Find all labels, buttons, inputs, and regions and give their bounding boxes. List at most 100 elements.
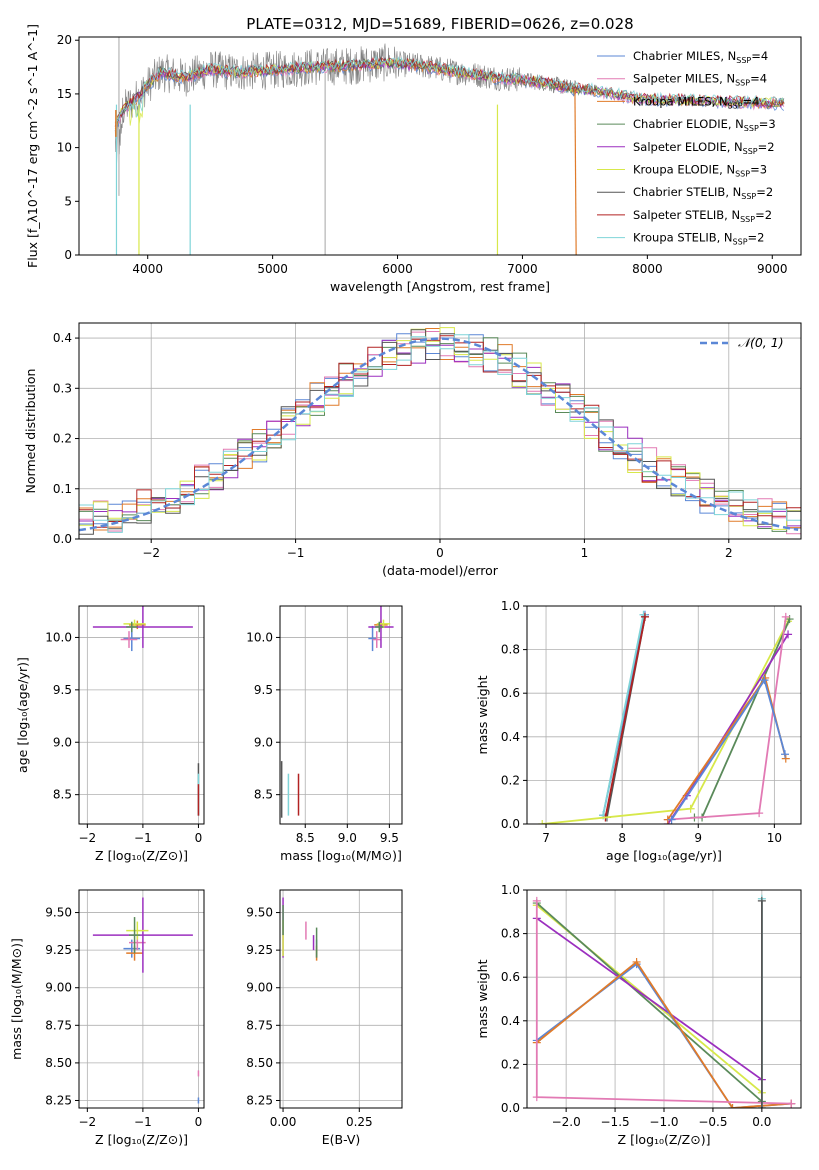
panel-residuals: −2 −1 0 1 2 0.0 0.1 0.2 0.3 0.4 (data-model)/error… [23,322,802,578]
series-marker [781,754,790,763]
xtick-label: 8.5 [296,831,315,845]
y-axis-label: mass [log₁₀(M/M⊙)] [9,938,24,1060]
series-marker [632,957,641,966]
axes-frame [279,889,403,1109]
ytick-label: 0.8 [501,927,520,941]
series-marker [640,612,649,621]
legend-entry: Kroupa MILES, NSSP=4 [633,94,759,110]
legend-entry: Kroupa STELIB, NSSP=2 [633,231,764,247]
ytick-label: 0.2 [501,1057,520,1071]
ytick-label: 9.00 [45,981,72,995]
normal-curve [79,337,799,532]
ytick-label: 10.0 [45,630,72,644]
plot-area [92,606,200,816]
xtick-label: 8 [618,831,626,845]
series-marker [728,1104,737,1108]
series-marker [757,896,766,905]
plot-area [532,894,796,1108]
series-line [602,614,645,816]
y-axis-label: age [log₁₀(age/yr)] [15,657,30,773]
series-marker [757,1104,766,1108]
legend-entry: Chabrier MILES, NSSP=4 [633,49,768,65]
series-marker [781,612,790,621]
panel-massweight-vs-age: 7 8 9 10 0.0 0.2 0.4 0.6 0.8 1.0 age [log₁₀(age/yr… [475,599,802,863]
xtick-label: 9 [694,831,702,845]
error-point [368,625,377,652]
ytick-label: 9.00 [246,981,273,995]
ytick-label: 0.6 [501,970,520,984]
ytick-label: 9.5 [53,683,72,697]
xtick-label: 0.25 [346,1115,373,1129]
xtick-label: −1.0 [649,1115,678,1129]
series-line [604,616,646,818]
xtick-label: 7 [542,831,550,845]
xtick-label: −1.5 [601,1115,630,1129]
legend-entry: Salpeter MILES, NSSP=4 [633,72,767,88]
xtick-label: 0.00 [270,1115,297,1129]
xtick-label: −1 [134,1115,152,1129]
xtick-label: 4000 [132,262,163,276]
ytick-label: 8.5 [53,788,72,802]
series-line [536,917,763,1081]
xtick-label: 10 [767,831,782,845]
x-axis-label: Z [log₁₀(Z/Z⊙)] [618,1132,711,1147]
series-line [667,616,787,821]
ytick-label: 0.4 [53,331,72,345]
model-spectrum-kroupa-elodie [114,57,785,126]
ytick-label: 0.0 [501,1101,520,1115]
ytick-label: 1.0 [501,599,520,613]
series-marker [760,676,769,685]
ytick-label: 15 [57,87,72,101]
xtick-label: −2 [142,546,160,560]
xtick-label: 1 [581,546,589,560]
series-marker [639,610,648,619]
error-point [375,621,384,633]
ytick-label: 9.25 [45,943,72,957]
series-marker [538,820,547,824]
series-marker [532,896,541,905]
ytick-label: 0.0 [501,817,520,831]
ytick-label: 9.5 [254,683,273,697]
error-point [92,606,193,648]
panel-age-vs-Z: −2 −1 0 8.5 9.0 9.5 10.0 Z [log₁₀(Z/Z⊙)] age [lo… [15,605,205,863]
xtick-label: −2.0 [552,1115,581,1129]
series-marker [781,750,790,759]
histogram-kroupa-stelib [79,334,801,533]
error-point [120,631,138,648]
ytick-label: 9.0 [53,735,72,749]
axes-frame [78,605,205,825]
ytick-label: 9.50 [246,906,273,920]
y-axis-label: Flux [f_λ10^-17 erg cm^-2 s^-1 A^-1] [25,24,40,268]
ytick-label: 9.50 [45,906,72,920]
xtick-label: −0.5 [698,1115,727,1129]
xtick-label: 0.0 [752,1115,771,1129]
series-marker [787,1099,796,1108]
x-axis-label: E(B-V) [322,1132,361,1147]
panel-mass-vs-ebv: 0.00 0.25 8.25 8.50 8.75 9.00 9.25 9.50 E(B-V) [246,889,403,1147]
xtick-label: 6000 [382,262,413,276]
ytick-label: 8.75 [246,1018,273,1032]
plot-area [114,37,785,255]
ytick-label: 0.1 [53,482,72,496]
xtick-label: 0 [436,546,444,560]
ytick-label: 0 [64,248,72,262]
error-point [126,621,138,633]
axes-frame [78,36,802,256]
legend: 𝒩(0, 1) [700,335,784,350]
series-marker [785,615,794,624]
ytick-label: 0.4 [501,730,520,744]
panel-mass-vs-Z: −2 −1 0 8.25 8.50 8.75 9.00 9.25 9.50 Z [log₁₀(Z/… [9,889,205,1147]
panel-age-vs-mass: 8.5 9.0 9.5 8.5 9.0 9.5 10.0 mass [log₁₀(M/M⊙)] [246,605,403,863]
x-axis-label: wavelength [Angstrom, rest frame] [330,279,550,294]
ytick-label: 8.50 [45,1056,72,1070]
panel-spectrum: 4000 5000 6000 7000 8000 9000 0 5 10 15 20 waveleng… [25,15,802,294]
xtick-label: 7000 [507,262,538,276]
legend-entry: Salpeter ELODIE, NSSP=2 [633,140,775,156]
x-axis-label: Z [log₁₀(Z/Z⊙)] [95,1132,188,1147]
error-point [129,917,141,954]
ytick-label: 8.50 [246,1056,273,1070]
plot-area [280,606,394,818]
xtick-label: 8000 [632,262,663,276]
plot-area [538,610,794,824]
plot-area [282,897,318,961]
